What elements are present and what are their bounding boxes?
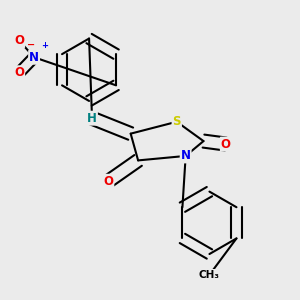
Text: O: O xyxy=(221,138,231,151)
Text: O: O xyxy=(14,66,24,79)
Text: +: + xyxy=(41,41,49,50)
Text: O: O xyxy=(14,34,24,47)
Text: −: − xyxy=(27,40,35,50)
Text: H: H xyxy=(87,112,97,125)
Text: O: O xyxy=(103,175,113,188)
Text: N: N xyxy=(181,149,191,162)
Text: CH₃: CH₃ xyxy=(199,270,220,280)
Text: S: S xyxy=(172,115,181,128)
Text: N: N xyxy=(29,51,39,64)
